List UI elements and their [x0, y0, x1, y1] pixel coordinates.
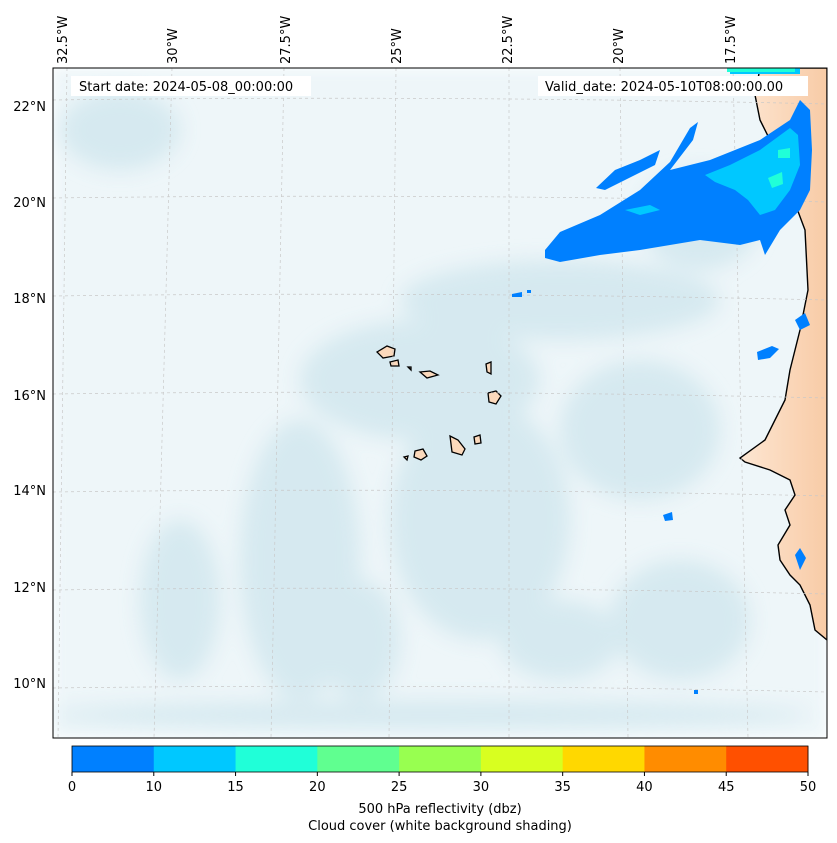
lon-label: 32.5°W [56, 16, 71, 64]
colorbar-tick-label: 30 [473, 780, 490, 795]
latitude-labels: 22°N 20°N 18°N 16°N 14°N 12°N 10°N [13, 100, 46, 692]
valid-date-label: Valid_date: 2024-05-10T08:00:00.00 [545, 80, 783, 95]
colorbar-segment [726, 746, 809, 772]
lat-label: 10°N [13, 677, 46, 692]
colorbar: 0 10 15 20 25 30 35 40 45 50 [68, 745, 817, 795]
lat-label: 14°N [13, 484, 46, 499]
lon-label: 22.5°W [501, 16, 516, 64]
lon-label: 20°W [612, 28, 627, 64]
colorbar-tick-label: 15 [227, 780, 244, 795]
colorbar-segment [235, 746, 318, 772]
reflectivity-15-20 [727, 68, 795, 188]
lon-label: 25°W [390, 28, 405, 64]
graticule [53, 68, 827, 738]
colorbar-border [71, 745, 809, 773]
colorbar-segment [480, 746, 564, 772]
lat-label: 12°N [13, 581, 46, 596]
colorbar-tick-label: 35 [554, 780, 571, 795]
lon-label: 27.5°W [279, 16, 294, 64]
colorbar-segment [72, 746, 155, 772]
colorbar-segment [399, 746, 482, 772]
map-border [52, 67, 828, 739]
colorbar-tick-label: 50 [800, 780, 817, 795]
colorbar-tick-label: 40 [636, 780, 653, 795]
lat-label: 16°N [13, 389, 46, 404]
colorbar-sublabel: Cloud cover (white background shading) [308, 819, 572, 834]
colorbar-segment [562, 746, 645, 772]
start-date-label: Start date: 2024-05-08_00:00:00 [79, 80, 293, 95]
longitude-labels: 32.5°W 30°W 27.5°W 25°W 22.5°W 20°W 17.5… [56, 16, 739, 64]
colorbar-tick-label: 10 [146, 780, 163, 795]
colorbar-tick-label: 25 [391, 780, 408, 795]
reflectivity-0-10 [512, 100, 812, 694]
lon-label: 30°W [166, 28, 181, 64]
cape-verde-islands [375, 345, 502, 462]
info-boxes: Start date: 2024-05-08_00:00:00 Valid_da… [71, 76, 808, 96]
lon-label: 17.5°W [724, 16, 739, 64]
lat-label: 22°N [13, 100, 46, 115]
colorbar-segment [644, 746, 727, 772]
lat-label: 18°N [13, 292, 46, 307]
colorbar-segment [317, 746, 400, 772]
colorbar-label: 500 hPa reflectivity (dbz) [358, 802, 521, 817]
colorbar-segment [153, 746, 237, 772]
colorbar-tick-label: 20 [309, 780, 326, 795]
lat-label: 20°N [13, 196, 46, 211]
colorbar-tick-label: 45 [718, 780, 735, 795]
colorbar-tick-label: 0 [68, 780, 76, 795]
